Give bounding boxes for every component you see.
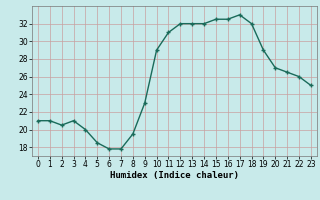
X-axis label: Humidex (Indice chaleur): Humidex (Indice chaleur) (110, 171, 239, 180)
